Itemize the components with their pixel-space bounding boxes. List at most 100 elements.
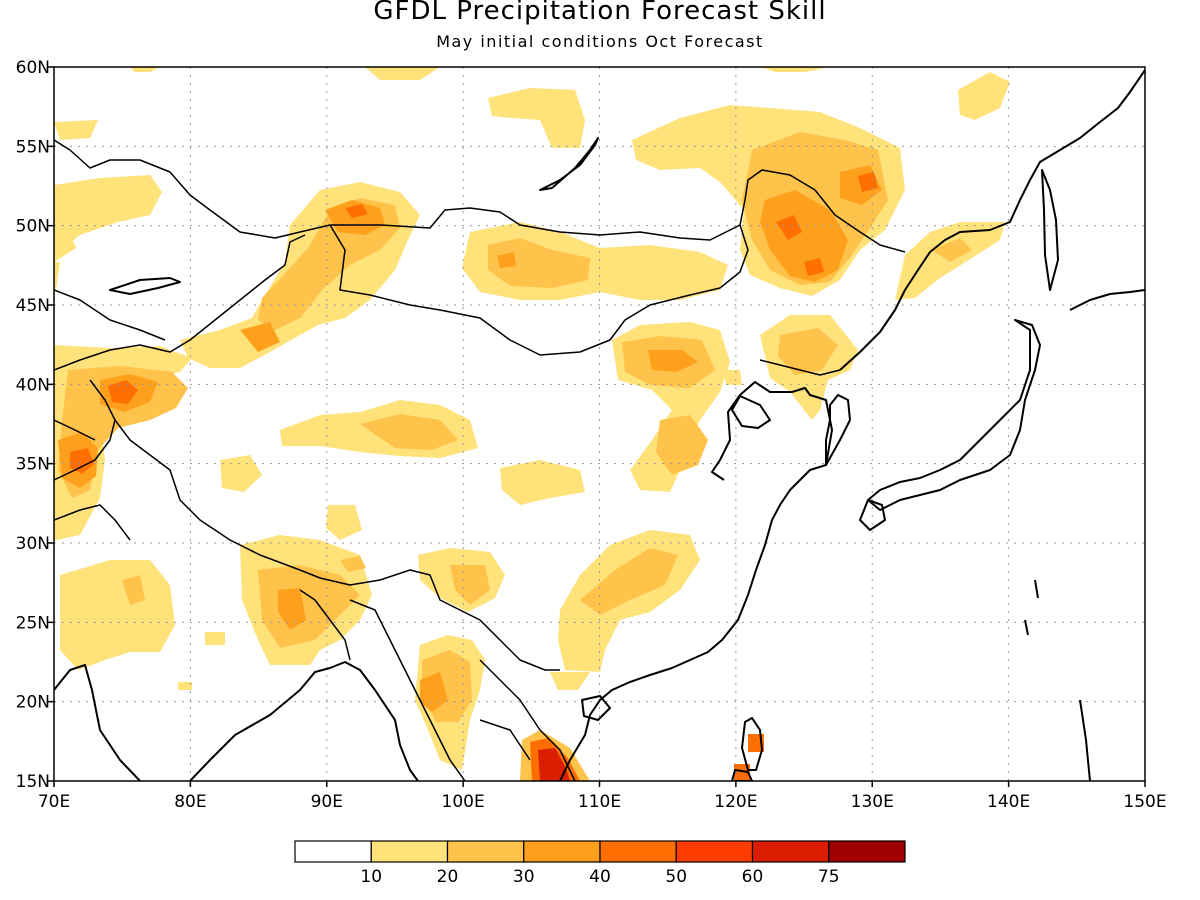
skill-region [734,764,750,781]
skill-region [54,228,76,262]
skill-region [497,252,516,268]
skill-region [178,682,192,690]
x-tick-label: 110E [578,792,621,812]
skill-region [858,172,878,192]
figure-subtitle: May initial conditions Oct Forecast [436,32,764,51]
colorbar-label: 20 [437,867,459,887]
coastlines [54,69,1145,781]
island-chain [1024,579,1091,781]
skill-region [760,67,830,72]
border-myanmar [349,599,466,781]
coastline-kamchatka-fringe [1069,289,1145,311]
skill-region [130,67,160,72]
coastline-sakhalin [1041,169,1059,291]
border-india-north [114,419,560,671]
skill-region [54,262,60,290]
colorbar-swatch [828,840,906,863]
skill-region [278,588,306,630]
skill-region [538,748,570,781]
border-indochina [479,659,576,781]
skill-region [488,238,590,288]
skill-region [365,67,440,80]
colorbar-swatch [523,840,601,863]
x-tick-label: 100E [442,792,485,812]
y-tick-label: 40N [16,375,50,395]
skill-region [325,200,385,235]
x-tick-label: 80E [174,792,206,812]
y-tick-label: 35N [16,455,50,475]
y-tick-label: 30N [16,534,50,554]
skill-region [220,455,262,492]
coastline-russia-east [839,69,1145,371]
skill-region [550,672,590,690]
colorbar-label: 30 [513,867,535,887]
x-axis: 70E 80E 90E 100E 110E 120E 130E 140E 150E [38,781,1167,812]
skill-region [500,460,585,505]
colorbar-swatch [294,840,372,863]
skill-region [108,380,138,404]
skill-region [54,175,162,250]
colorbar-label: 50 [665,867,687,887]
coastline-asia [54,381,833,781]
coastline-taiwan [741,717,763,771]
y-tick-label: 20N [16,693,50,713]
skill-region [778,328,838,375]
colorbar-label: 10 [360,867,382,887]
skill-region [258,565,360,648]
skill-region [804,258,824,276]
skill-region [340,556,366,572]
skill-region [776,215,802,240]
skill-region [70,448,94,474]
skill-region [580,548,678,615]
y-axis: 15N 20N 25N 30N 35N 40N 45N 50N 55N 60N [16,58,54,792]
x-tick-label: 140E [987,792,1030,812]
skill-region [420,672,448,712]
skill-region [360,414,458,450]
coastline-kyushu [859,499,886,531]
skill-region [122,575,145,605]
colorbar-swatch [446,840,525,863]
skill-region [760,190,848,282]
coastline-hainan [581,695,611,721]
colorbar-swatch [599,840,677,863]
coastline-balkhash [109,277,181,295]
x-tick-label: 90E [311,792,343,812]
map-gridlines [54,67,1145,781]
colorbar-swatch [370,840,449,863]
x-tick-label: 70E [38,792,70,812]
coastline-philippines [731,769,753,781]
colorbar-swatch [751,840,830,863]
colorbar-swatch [675,840,754,863]
y-tick-label: 15N [16,772,50,792]
skill-region [326,505,362,540]
country-borders [54,139,906,781]
y-tick-label: 50N [16,217,50,237]
skill-region [60,560,175,670]
y-tick-label: 60N [16,58,50,78]
y-tick-label: 55N [16,137,50,157]
x-tick-label: 120E [714,792,757,812]
skill-region [558,530,700,672]
y-tick-label: 45N [16,296,50,316]
border-central-asia [54,289,166,441]
skill-region [724,370,742,385]
plot-frame [53,66,1146,782]
border-russia-south [54,139,906,253]
colorbar-label: 75 [818,867,840,887]
colorbar-label: 60 [742,867,764,887]
skill-region [54,120,98,140]
skill-region [488,88,585,148]
coastline-japan [867,319,1041,511]
border-china-korea [759,359,841,376]
skill-region [648,350,698,372]
skill-region [958,72,1010,120]
skill-region [656,415,708,475]
x-tick-label: 150E [1123,792,1166,812]
skill-region [450,565,490,605]
skill-region [345,204,368,218]
border-mongolia-south [329,224,749,356]
skill-shading [54,67,1010,781]
coastline-baikal [539,137,599,191]
